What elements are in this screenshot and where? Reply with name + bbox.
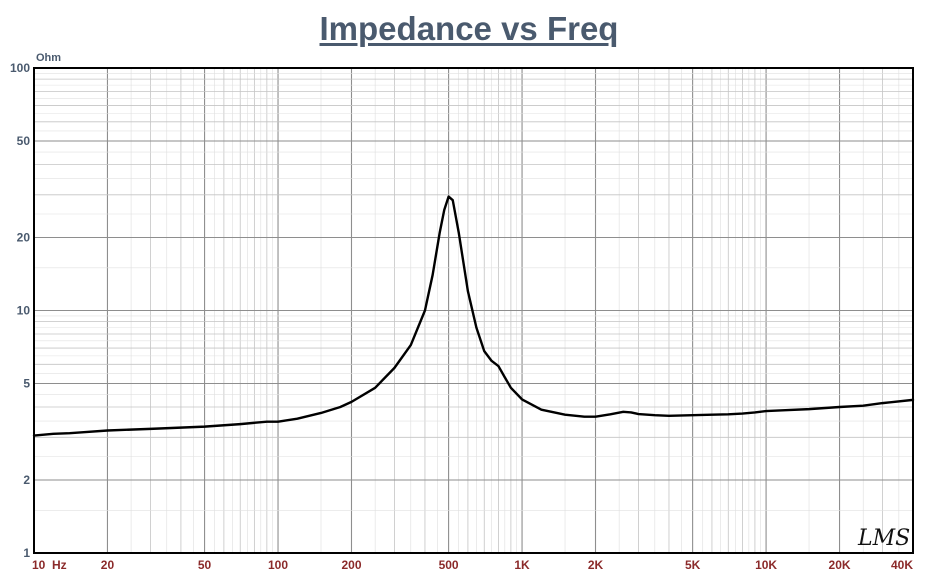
x-tick-label: 1K: [514, 558, 530, 572]
x-tick-label: 40K: [891, 558, 913, 572]
y-tick-label: 50: [17, 134, 31, 148]
y-tick-label: 1: [23, 546, 30, 560]
y-tick-label: 5: [23, 377, 30, 391]
x-tick-label: 10 Hz: [32, 558, 67, 572]
x-tick-label: 20K: [829, 558, 851, 572]
x-tick-label: 2K: [588, 558, 604, 572]
y-tick-label: 20: [17, 231, 31, 245]
tick-labels: 1 2 5 10 20 50 100 10 Hz 20 50 100 200 500 1K 2K 5K 10K 2…: [10, 61, 913, 572]
y-tick-label: 100: [10, 61, 30, 75]
x-tick-label: 10K: [755, 558, 777, 572]
x-tick-label: 100: [268, 558, 288, 572]
x-tick-label: 500: [439, 558, 459, 572]
x-tick-label: 5K: [685, 558, 701, 572]
x-tick-label: 200: [341, 558, 361, 572]
x-tick-label: 20: [101, 558, 115, 572]
lms-logo: LMS: [857, 526, 910, 551]
series-layer: [32, 195, 915, 437]
y-tick-label: 10: [17, 304, 31, 318]
chart-title: Impedance vs Freq: [319, 10, 619, 47]
y-axis-label: Ohm: [36, 52, 61, 64]
x-tick-label: 50: [198, 558, 212, 572]
plot-frame: [33, 67, 914, 554]
impedance-curve: [32, 195, 915, 437]
y-tick-label: 2: [23, 473, 30, 487]
grid: [34, 68, 913, 553]
